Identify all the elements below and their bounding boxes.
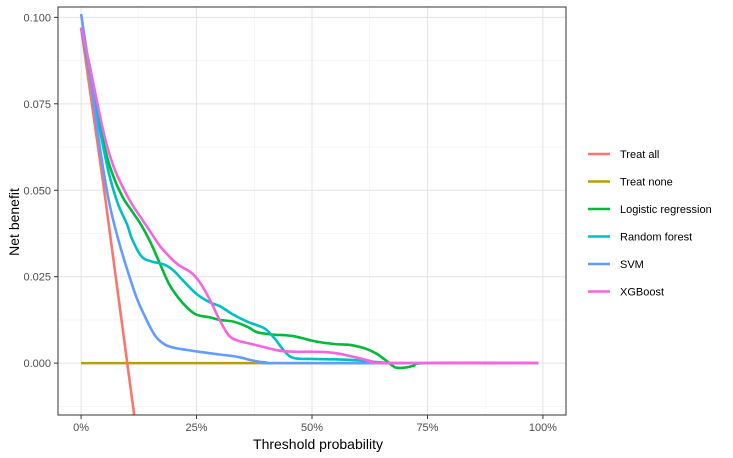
legend: Treat all Treat none Logistic regression Ra…: [588, 149, 712, 299]
y-tick-label: 0.050: [23, 185, 51, 197]
series-line-svm: [79, 13, 539, 365]
x-tick-label: 0%: [73, 422, 89, 434]
y-tick-label: 0.025: [23, 272, 51, 284]
x-tick-label: 50%: [301, 422, 323, 434]
series-layer: [79, 13, 539, 415]
series-line-logistic-regression: [79, 27, 539, 370]
x-tick-label: 75%: [416, 422, 438, 434]
y-axis-title: Net benefit: [6, 188, 22, 256]
x-tick-label: 100%: [529, 422, 557, 434]
legend-label-logistic-regression: Logistic regression: [620, 204, 712, 216]
series-line-xgboost: [79, 27, 539, 365]
legend-label-xgboost: XGBoost: [620, 287, 664, 299]
y-tick-label: 0.100: [23, 12, 51, 24]
series-line-treat-all: [79, 27, 136, 415]
x-tick-label: 25%: [186, 422, 208, 434]
legend-label-treat-none: Treat none: [620, 177, 673, 189]
y-tick-label: 0.000: [23, 358, 51, 370]
y-tick-label: 0.075: [23, 99, 51, 111]
legend-label-random-forest: Random forest: [620, 232, 692, 244]
legend-label-svm: SVM: [620, 259, 644, 271]
y-axis-ticks: 0.000 0.025 0.050 0.075 0.100: [23, 12, 58, 370]
series-line-random-forest: [79, 27, 539, 365]
x-axis-ticks: 0% 25% 50% 75% 100%: [73, 415, 557, 434]
x-axis-title: Threshold probability: [253, 436, 383, 452]
legend-label-treat-all: Treat all: [620, 149, 659, 161]
